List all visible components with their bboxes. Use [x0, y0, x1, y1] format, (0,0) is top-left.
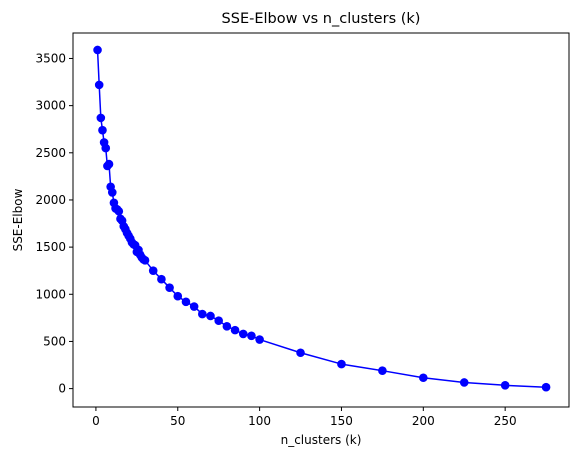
plot-frame: [72, 32, 570, 408]
data-point: [181, 297, 191, 307]
data-point: [238, 329, 248, 339]
data-point: [198, 309, 207, 319]
data-point: [189, 302, 199, 311]
data-point: [94, 80, 104, 90]
data-point: [222, 322, 232, 331]
y-tick-label: 1000: [35, 287, 66, 301]
series-layer: [93, 45, 551, 392]
data-point: [214, 316, 223, 325]
data-point: [101, 143, 111, 153]
y-tick-label: 3500: [35, 51, 66, 65]
y-axis-ticks: 0 500 1000 1500 2000 2500 3000 3500: [35, 51, 73, 396]
data-point: [173, 291, 183, 301]
data-point: [140, 256, 150, 265]
data-point: [255, 335, 264, 344]
data-point: [230, 325, 240, 335]
y-tick-label: 3000: [35, 99, 66, 113]
plot-area: [73, 33, 569, 407]
data-point: [337, 359, 346, 369]
x-axis-ticks: 0 50 100 150 200 250: [92, 407, 517, 428]
x-tick-label: 50: [170, 414, 185, 428]
y-tick-label: 2500: [35, 146, 66, 160]
x-tick-label: 100: [248, 414, 271, 428]
y-tick-label: 0: [58, 382, 66, 396]
data-point: [93, 45, 102, 55]
data-point: [104, 159, 114, 169]
y-axis-label: SSE-Elbow: [11, 188, 25, 251]
y-tick-label: 1500: [35, 240, 66, 254]
data-point: [157, 274, 166, 284]
data-point: [107, 188, 117, 197]
data-point: [296, 348, 305, 358]
data-point: [541, 382, 551, 392]
data-point: [419, 373, 428, 383]
data-point: [98, 125, 107, 135]
y-tick-label: 500: [43, 334, 66, 348]
x-tick-label: 250: [494, 414, 517, 428]
data-point: [165, 283, 174, 292]
data-point: [96, 113, 106, 123]
data-point: [247, 331, 256, 341]
data-point: [378, 366, 387, 375]
data-point: [206, 311, 215, 321]
chart-title: SSE-Elbow vs n_clusters (k): [222, 11, 421, 27]
x-tick-label: 150: [330, 414, 353, 428]
data-point: [148, 266, 158, 276]
x-tick-label: 0: [92, 414, 100, 428]
data-point: [459, 378, 469, 387]
x-axis-label: n_clusters (k): [281, 433, 362, 447]
y-tick-label: 2000: [35, 193, 66, 207]
x-tick-label: 200: [412, 414, 435, 428]
data-point: [114, 206, 124, 216]
data-point: [500, 381, 510, 390]
